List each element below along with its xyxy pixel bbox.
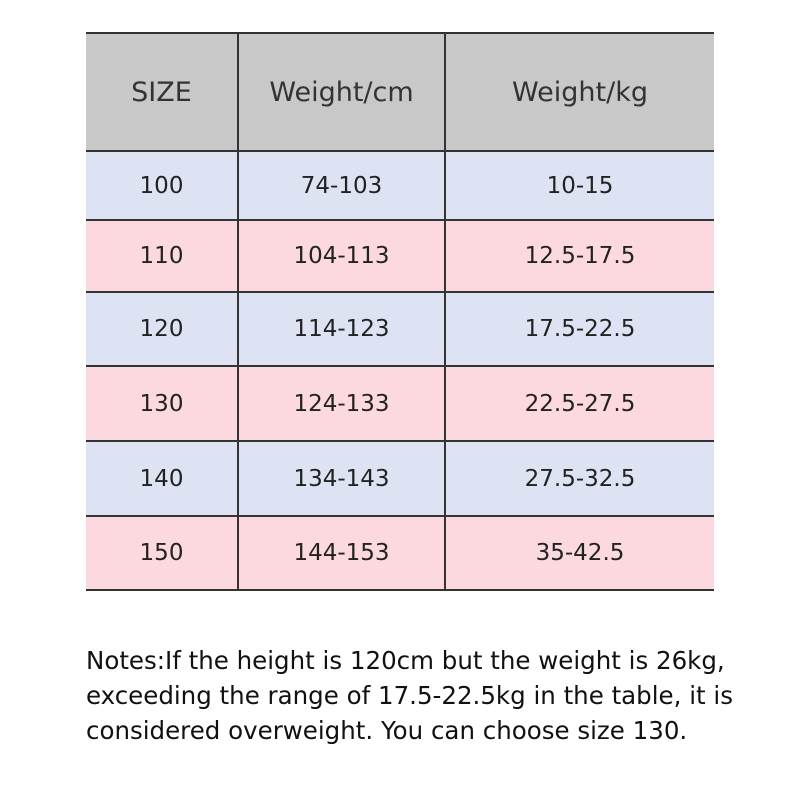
table-cell: 10-15 [446, 152, 714, 221]
size-table: SIZE Weight/cm Weight/kg 100 74-103 10-15 110 1… [86, 32, 714, 591]
note-line: Notes:If the height is 120cm but the wei… [86, 646, 725, 675]
table-cell: 144-153 [239, 517, 446, 591]
table-cell: 150 [86, 517, 239, 591]
table-cell: 17.5-22.5 [446, 293, 714, 367]
table-cell: 134-143 [239, 442, 446, 517]
note-line: exceeding the range of 17.5-22.5kg in th… [86, 681, 733, 710]
table-cell: 110 [86, 221, 239, 293]
note-line: considered overweight. You can choose si… [86, 716, 688, 745]
table-cell: 104-113 [239, 221, 446, 293]
table-cell: 114-123 [239, 293, 446, 367]
table-cell: 130 [86, 367, 239, 442]
table-cell: 35-42.5 [446, 517, 714, 591]
table-cell: 100 [86, 152, 239, 221]
table-cell: 12.5-17.5 [446, 221, 714, 293]
table-cell: 124-133 [239, 367, 446, 442]
table-cell: 22.5-27.5 [446, 367, 714, 442]
table-cell: 27.5-32.5 [446, 442, 714, 517]
header-cell: SIZE [86, 34, 239, 152]
table-cell: 120 [86, 293, 239, 367]
table-cell: 140 [86, 442, 239, 517]
header-cell: Weight/kg [446, 34, 714, 152]
table-cell: 74-103 [239, 152, 446, 221]
header-cell: Weight/cm [239, 34, 446, 152]
